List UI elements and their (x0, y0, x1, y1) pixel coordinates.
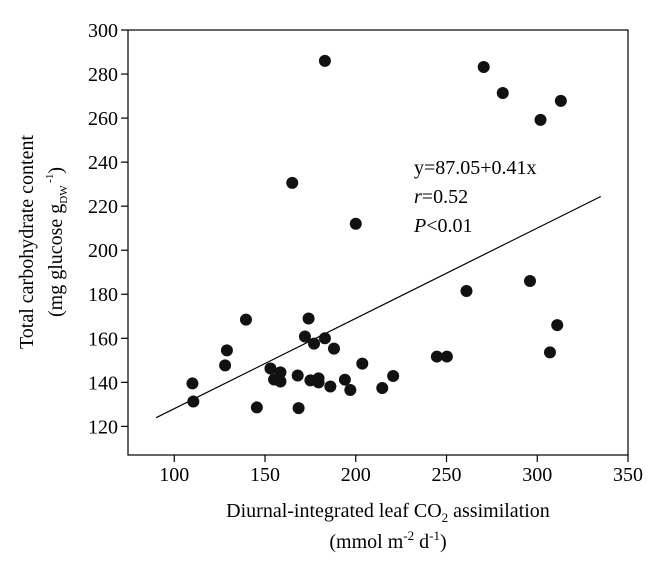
y-axis-label: Total carbohydrate content (16, 135, 38, 350)
y-axis-label-part: (mg glucose g (45, 204, 67, 317)
x-axis-label: Diurnal-integrated leaf CO2 assimilation (226, 500, 550, 525)
annotation-part: r (414, 186, 422, 208)
y-tick-label: 280 (88, 64, 118, 86)
point (292, 402, 305, 415)
x-axis-label-part: ) (440, 531, 447, 553)
point (338, 373, 351, 386)
x-axis-label-part: -1 (429, 528, 440, 543)
point (274, 366, 287, 379)
annotation-part: y=87.05+0.41x (414, 157, 537, 179)
annotation-part: =0.52 (422, 186, 468, 208)
point (220, 344, 233, 357)
x-axis-label: (mmol m-2 d-1) (329, 528, 446, 553)
point (318, 332, 331, 345)
point (430, 350, 443, 363)
y-tick-label: 180 (88, 284, 118, 306)
y-axis-label-part: DW (58, 185, 70, 204)
point (376, 382, 389, 395)
point (534, 113, 547, 126)
x-tick-label: 250 (432, 464, 462, 486)
y-axis-label-part: -1 (44, 174, 56, 186)
plot-frame (127, 29, 629, 456)
point (496, 86, 509, 99)
x-axis-label-part: Diurnal-integrated leaf CO (226, 500, 441, 522)
point (554, 94, 567, 107)
point (387, 369, 400, 382)
y-tick-label: 200 (88, 240, 118, 262)
point (477, 60, 490, 73)
x-tick-label: 350 (613, 464, 643, 486)
annotation-part: <0.01 (426, 215, 472, 237)
y-tick-label: 300 (88, 20, 118, 42)
point (219, 359, 232, 372)
annotation: P<0.01 (413, 215, 473, 237)
y-tick-label: 240 (88, 152, 118, 174)
fit-line (155, 195, 602, 419)
point (344, 384, 357, 397)
point (302, 312, 315, 325)
point (274, 375, 287, 388)
y-axis-label-part: Total carbohydrate content (16, 135, 38, 350)
x-axis-label-part: -2 (403, 528, 414, 543)
y-tick-label: 140 (88, 372, 118, 394)
annotation-part: P (413, 215, 426, 237)
y-tick-label: 160 (88, 328, 118, 350)
y-axis-label: (mg glucose gDW -1) (44, 167, 70, 317)
point (349, 217, 362, 230)
point (308, 337, 321, 350)
point (460, 284, 473, 297)
x-axis-label-part: d (414, 531, 429, 553)
point (318, 54, 331, 67)
point (291, 369, 304, 382)
point (298, 330, 311, 343)
point (286, 176, 299, 189)
point (327, 342, 340, 355)
point (264, 362, 277, 375)
annotation: r=0.52 (414, 186, 468, 208)
point (250, 401, 263, 414)
x-tick-label: 100 (159, 464, 189, 486)
point (187, 395, 200, 408)
y-tick-label: 220 (88, 196, 118, 218)
x-tick-label: 300 (522, 464, 552, 486)
y-tick-label: 260 (88, 108, 118, 130)
point (312, 372, 325, 385)
x-axis-label-part: (mmol m (329, 531, 403, 553)
x-tick-label: 200 (341, 464, 371, 486)
point (543, 346, 556, 359)
point (551, 319, 564, 332)
point (239, 313, 252, 326)
point (186, 377, 199, 390)
x-axis-label-part: assimilation (448, 500, 550, 522)
point (440, 350, 453, 363)
point (356, 357, 369, 370)
annotation: y=87.05+0.41x (414, 157, 537, 179)
point (523, 275, 536, 288)
y-axis-label-part: ) (45, 167, 67, 174)
x-axis-label-part: 2 (442, 510, 449, 525)
point (324, 380, 337, 393)
y-tick-label: 120 (88, 416, 118, 438)
x-tick-label: 150 (250, 464, 280, 486)
